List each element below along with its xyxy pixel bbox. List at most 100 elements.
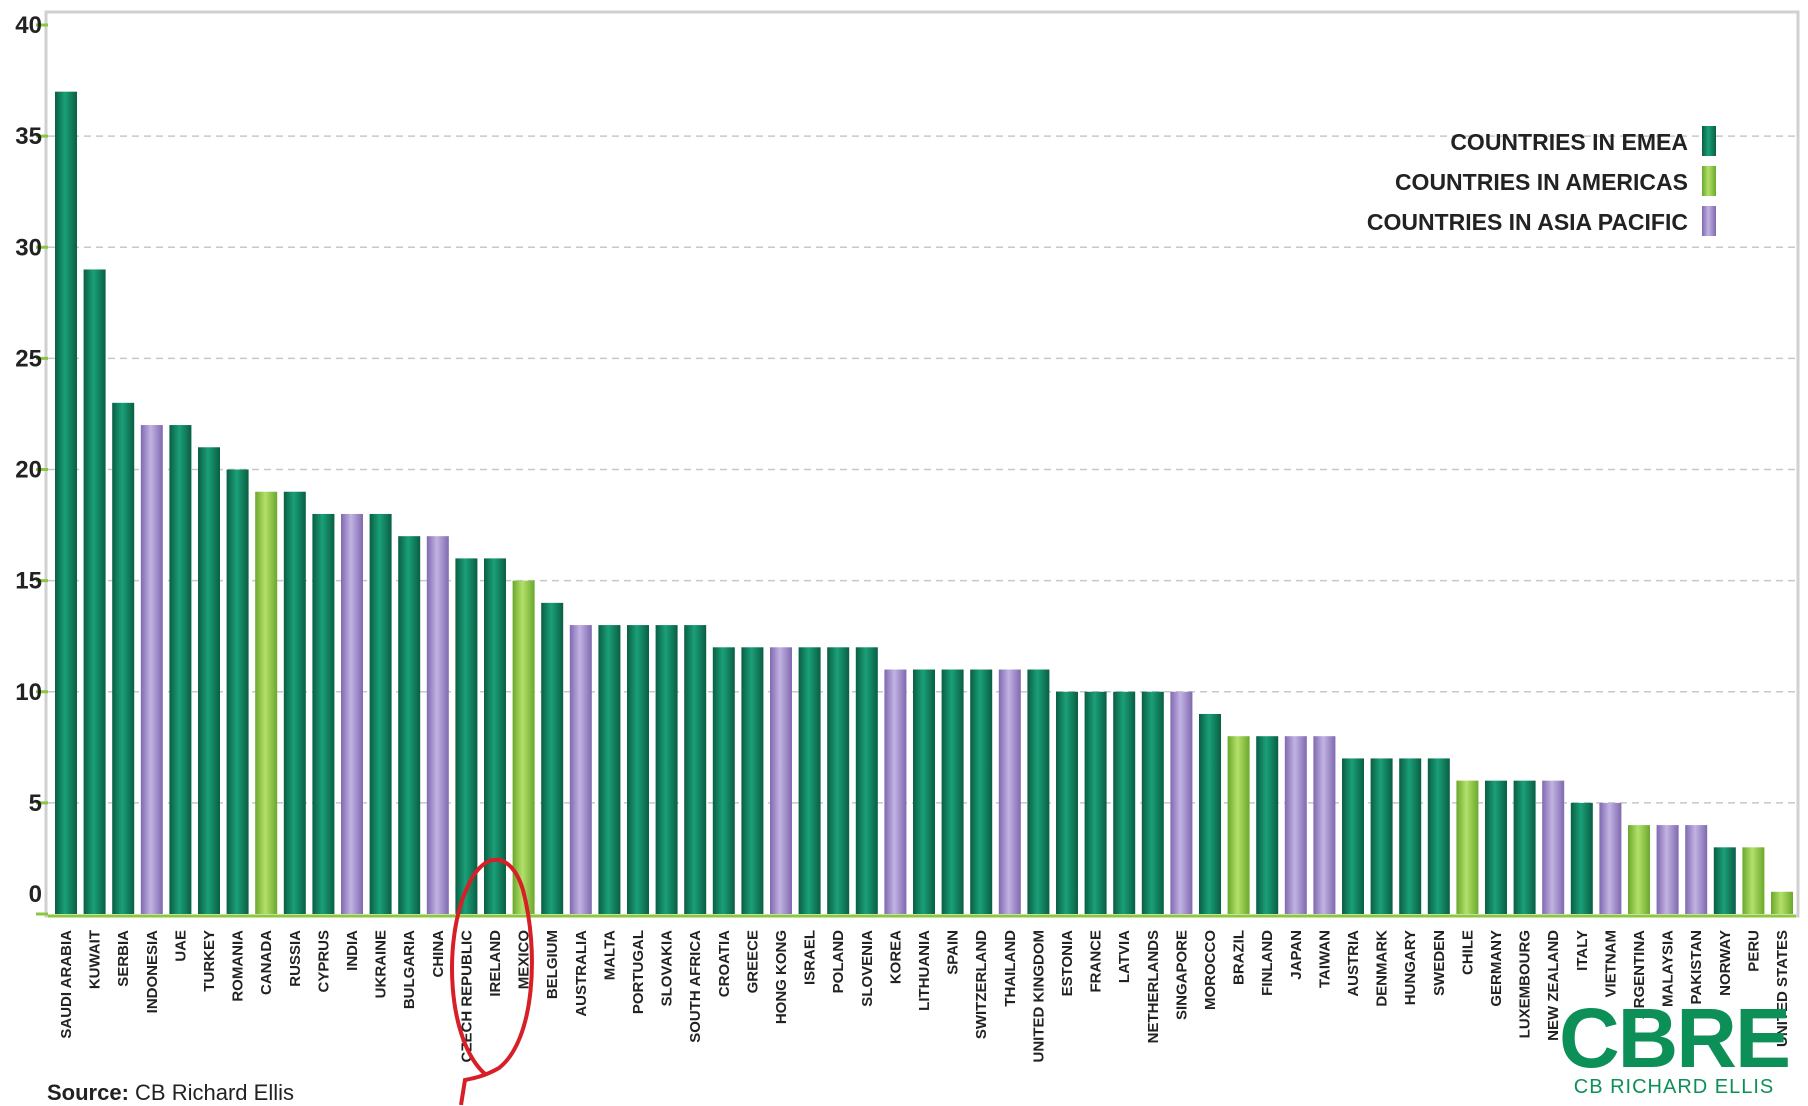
bar — [598, 625, 621, 914]
annotation-circle — [450, 857, 534, 1105]
x-tick-label: JAPAN — [1288, 930, 1305, 980]
x-tick-label: PAKISTAN — [1688, 930, 1705, 1004]
bar — [1084, 691, 1107, 914]
x-tick-label: KUWAIT — [87, 930, 104, 989]
legend-swatch — [1702, 206, 1716, 236]
x-tick-label: RUSSIA — [287, 930, 304, 987]
bar — [1113, 691, 1136, 914]
y-tick-label: 20 — [15, 457, 42, 484]
x-tick-label: SWITZERLAND — [973, 930, 990, 1039]
bar — [1370, 758, 1393, 914]
bar — [998, 669, 1021, 914]
bar — [712, 647, 735, 914]
bar — [140, 425, 163, 914]
x-tick-label: INDONESIA — [144, 930, 161, 1014]
legend-label: COUNTRIES IN AMERICAS — [1395, 169, 1688, 195]
x-tick-label: UKRAINE — [373, 930, 390, 998]
x-tick-label: MEXICO — [516, 930, 533, 990]
bar — [855, 647, 878, 914]
x-tick-label: SPAIN — [945, 930, 962, 975]
bar — [684, 625, 707, 914]
bar — [1656, 825, 1679, 914]
x-tick-label: SERBIA — [115, 930, 132, 987]
x-tick-label: LATVIA — [1116, 930, 1133, 983]
bar — [1456, 780, 1479, 914]
cbre-logo: CBRE CB RICHARD ELLIS — [1558, 991, 1791, 1099]
bar — [541, 602, 564, 914]
x-tick-label: ISRAEL — [802, 930, 819, 985]
bar — [1342, 758, 1364, 914]
x-tick-label: CHILE — [1459, 930, 1476, 975]
x-tick-label: DENMARK — [1374, 930, 1391, 1007]
bar — [569, 625, 592, 914]
bar — [941, 669, 964, 914]
x-tick-label: IRELAND — [487, 930, 504, 997]
x-tick-label: BRAZIL — [1231, 930, 1248, 985]
bar — [312, 513, 335, 914]
x-tick-label: BELGIUM — [544, 930, 561, 999]
bar — [1628, 825, 1650, 914]
bar — [1141, 691, 1164, 914]
legend-label: COUNTRIES IN ASIA PACIFIC — [1367, 209, 1688, 235]
bar — [1313, 736, 1336, 914]
bar — [198, 447, 220, 914]
x-tick-label: SOUTH AFRICA — [687, 930, 704, 1043]
bar — [484, 558, 506, 914]
x-tick-label: FRANCE — [1088, 930, 1105, 993]
legend-swatch — [1702, 126, 1716, 156]
bar — [1399, 758, 1422, 914]
y-tick-label: 5 — [29, 790, 42, 817]
x-tick-label: SAUDI ARABIA — [58, 930, 75, 1039]
x-tick-label: AUSTRALIA — [573, 930, 590, 1017]
x-tick-label: CZECH REPUBLIC — [458, 930, 475, 1063]
bar — [1485, 780, 1507, 914]
bar — [1170, 691, 1193, 914]
x-tick-label: GREECE — [744, 930, 761, 993]
x-tick-label: HUNGARY — [1402, 930, 1419, 1005]
bar — [455, 558, 478, 914]
x-tick-label: VIETNAM — [1602, 930, 1619, 998]
logo-wordmark: CBRE — [1558, 991, 1791, 1085]
bar — [913, 669, 935, 914]
x-tick-label: CANADA — [258, 930, 275, 995]
x-tick-label: ARGENTINA — [1631, 930, 1648, 1019]
bar — [398, 536, 421, 914]
x-tick-label: POLAND — [830, 930, 847, 994]
x-tick-label: ROMANIA — [230, 930, 247, 1002]
x-tick-label: CROATIA — [716, 930, 733, 997]
x-tick-label: SLOVAKIA — [659, 930, 676, 1007]
x-tick-label: SWEDEN — [1431, 930, 1448, 996]
bar — [112, 402, 135, 914]
bar — [1570, 802, 1593, 914]
bar — [169, 425, 192, 914]
x-tick-label: UAE — [172, 930, 189, 962]
bar — [1771, 891, 1793, 914]
bar — [827, 647, 850, 914]
bar — [426, 536, 449, 914]
bar — [1542, 780, 1565, 914]
y-tick-label: 30 — [15, 234, 42, 261]
bar — [1685, 825, 1708, 914]
bar — [1742, 847, 1765, 914]
bar — [341, 513, 363, 914]
source-label: Source: — [47, 1080, 129, 1105]
bar — [627, 625, 649, 914]
bar — [798, 647, 821, 914]
x-tick-label: CYPRUS — [315, 930, 332, 993]
bar — [1027, 669, 1050, 914]
source-note: Source: CB Richard Ellis — [47, 1080, 294, 1106]
bar — [1256, 736, 1279, 914]
bar — [1227, 736, 1250, 914]
x-tick-label: CHINA — [430, 930, 447, 978]
x-tick-label: NORWAY — [1717, 930, 1734, 996]
bar — [255, 491, 278, 914]
source-text: CB Richard Ellis — [135, 1080, 294, 1105]
bar-series — [55, 91, 1793, 915]
x-tick-label: HONG KONG — [773, 930, 790, 1024]
y-tick-label: 15 — [15, 568, 42, 595]
x-tick-label: UNITED STATES — [1774, 930, 1791, 1047]
x-tick-label: BULGARIA — [401, 930, 418, 1009]
x-tick-label: UNITED KINGDOM — [1030, 930, 1047, 1063]
bar — [970, 669, 993, 914]
